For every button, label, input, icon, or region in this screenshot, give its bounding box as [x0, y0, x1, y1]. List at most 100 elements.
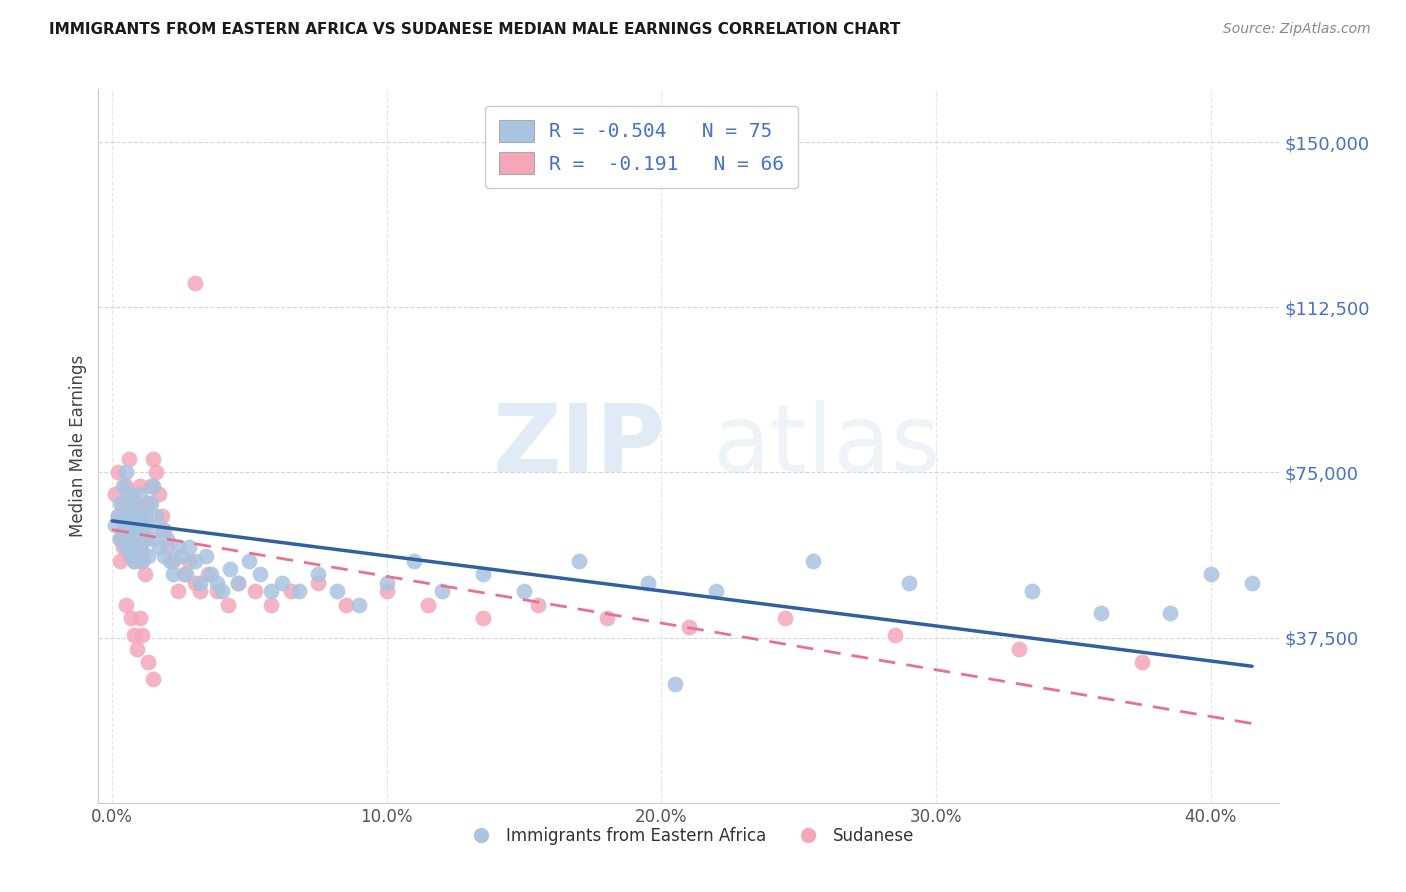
Point [156, 532, 179, 546]
Point [115, 598, 138, 612]
Point [527, 598, 550, 612]
Point [131, 509, 153, 524]
Point [110, 532, 132, 546]
Point [167, 584, 190, 599]
Point [884, 628, 907, 642]
Point [104, 518, 127, 533]
Point [1021, 584, 1043, 599]
Y-axis label: Median Male Earnings: Median Male Earnings [69, 355, 87, 537]
Point [664, 677, 686, 691]
Point [637, 575, 659, 590]
Point [131, 523, 153, 537]
Point [1159, 607, 1181, 621]
Point [131, 628, 153, 642]
Point [128, 478, 150, 492]
Point [117, 549, 139, 563]
Point [176, 566, 198, 581]
Point [177, 541, 200, 555]
Point [112, 523, 135, 537]
Point [148, 541, 170, 555]
Point [115, 478, 138, 492]
Point [156, 541, 179, 555]
Point [145, 509, 167, 524]
Point [145, 466, 167, 480]
Point [136, 518, 159, 533]
Point [188, 584, 211, 599]
Point [238, 553, 260, 567]
Point [115, 541, 138, 555]
Point [122, 509, 145, 524]
Point [197, 566, 219, 581]
Point [117, 509, 139, 524]
Text: IMMIGRANTS FROM EASTERN AFRICA VS SUDANESE MEDIAN MALE EARNINGS CORRELATION CHAR: IMMIGRANTS FROM EASTERN AFRICA VS SUDANE… [49, 22, 901, 37]
Point [162, 553, 184, 567]
Point [173, 566, 195, 581]
Point [134, 566, 156, 581]
Point [471, 611, 494, 625]
Point [148, 487, 170, 501]
Point [513, 584, 536, 599]
Point [115, 509, 138, 524]
Point [1199, 566, 1222, 581]
Point [307, 575, 329, 590]
Point [349, 598, 371, 612]
Point [150, 523, 173, 537]
Point [131, 545, 153, 559]
Point [134, 509, 156, 524]
Point [136, 496, 159, 510]
Point [205, 575, 228, 590]
Point [416, 598, 439, 612]
Point [107, 509, 129, 524]
Point [404, 553, 426, 567]
Point [120, 549, 142, 563]
Point [125, 496, 148, 510]
Point [120, 487, 142, 501]
Point [159, 553, 181, 567]
Point [120, 523, 142, 537]
Point [131, 553, 153, 567]
Point [260, 598, 283, 612]
Point [194, 549, 217, 563]
Point [471, 566, 494, 581]
Point [183, 553, 205, 567]
Point [153, 523, 176, 537]
Point [335, 598, 357, 612]
Point [142, 673, 165, 687]
Point [217, 598, 239, 612]
Point [117, 518, 139, 533]
Point [110, 532, 132, 546]
Point [200, 566, 222, 581]
Point [125, 523, 148, 537]
Point [288, 584, 311, 599]
Point [128, 523, 150, 537]
Point [183, 575, 205, 590]
Point [326, 584, 349, 599]
Point [1090, 607, 1112, 621]
Point [271, 575, 294, 590]
Point [115, 532, 138, 546]
Point [139, 496, 162, 510]
Point [117, 452, 139, 467]
Point [110, 553, 132, 567]
Point [115, 466, 138, 480]
Point [128, 553, 150, 567]
Point [170, 549, 193, 563]
Point [307, 566, 329, 581]
Point [136, 549, 159, 563]
Point [122, 509, 145, 524]
Point [112, 478, 135, 492]
Point [430, 584, 453, 599]
Point [120, 611, 142, 625]
Point [706, 584, 728, 599]
Point [120, 496, 142, 510]
Point [153, 549, 176, 563]
Point [104, 487, 127, 501]
Point [228, 575, 250, 590]
Point [112, 541, 135, 555]
Point [134, 532, 156, 546]
Point [134, 532, 156, 546]
Point [122, 553, 145, 567]
Point [125, 500, 148, 515]
Point [568, 553, 591, 567]
Point [243, 584, 266, 599]
